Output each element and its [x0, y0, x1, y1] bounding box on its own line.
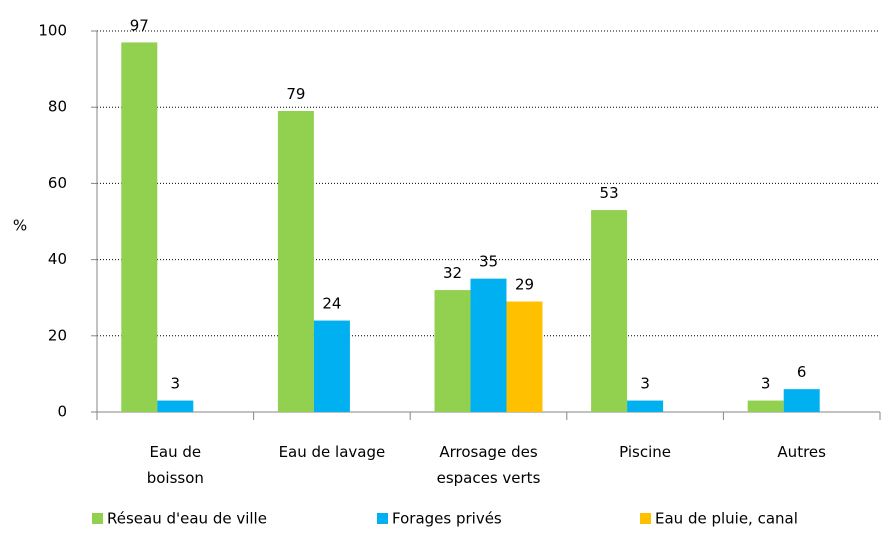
x-tick-label: Autres	[777, 443, 826, 461]
data-label: 3	[171, 375, 181, 393]
y-tick-label: 0	[57, 403, 67, 421]
bar	[747, 400, 784, 412]
data-label: 53	[600, 184, 619, 202]
x-tick-label: Arrosage des espaces verts	[437, 443, 541, 487]
bar	[506, 301, 543, 412]
legend-swatch	[92, 513, 103, 524]
legend-swatch	[377, 513, 388, 524]
bar	[434, 290, 471, 412]
legend-label: Forages privés	[392, 510, 502, 528]
bar	[783, 389, 820, 412]
data-label: 32	[443, 264, 462, 282]
y-tick-label: 60	[48, 174, 67, 192]
bar	[591, 210, 628, 412]
data-label: 79	[286, 85, 305, 103]
data-label: 6	[797, 363, 807, 381]
y-tick-label: 100	[38, 22, 67, 40]
data-label: 35	[479, 253, 498, 271]
data-label: 3	[640, 375, 650, 393]
data-label: 29	[515, 276, 534, 294]
x-tick-label: Piscine	[619, 443, 671, 461]
legend-label: Eau de pluie, canal	[655, 510, 798, 528]
data-label: 24	[322, 295, 341, 313]
x-tick-label: Eau de lavage	[279, 443, 386, 461]
x-tick-label: Eau de boisson	[147, 443, 204, 487]
bar	[157, 400, 194, 412]
y-tick-label: 20	[48, 326, 67, 344]
data-label: 97	[130, 16, 149, 34]
y-tick-label: 80	[48, 98, 67, 116]
bar	[121, 42, 158, 413]
bar	[627, 400, 664, 412]
y-tick-label: 40	[48, 250, 67, 268]
bar	[470, 278, 507, 412]
bar	[313, 320, 350, 412]
y-axis-label: %	[13, 217, 27, 235]
bar	[277, 111, 314, 412]
legend-label: Réseau d'eau de ville	[107, 510, 267, 528]
data-label: 3	[761, 375, 771, 393]
legend-swatch	[640, 513, 651, 524]
